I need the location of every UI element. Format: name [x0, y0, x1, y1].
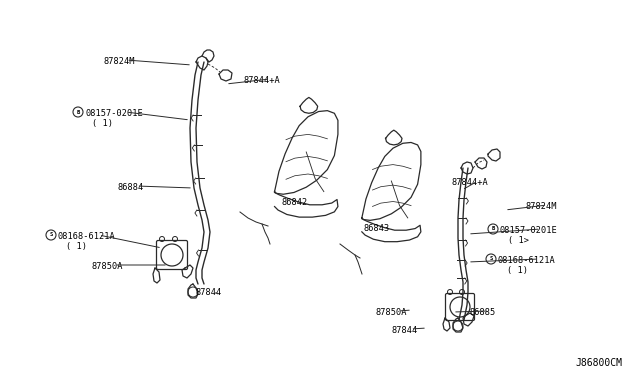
Text: B: B: [76, 109, 79, 115]
Text: 87844: 87844: [195, 288, 221, 297]
Text: 87844: 87844: [392, 326, 419, 335]
Text: 86885: 86885: [470, 308, 496, 317]
Text: S: S: [49, 232, 52, 237]
Text: ( 1>: ( 1>: [508, 236, 529, 245]
Text: 87850A: 87850A: [92, 262, 124, 271]
Text: 87844+A: 87844+A: [452, 178, 489, 187]
Text: 87824M: 87824M: [525, 202, 557, 211]
Text: 87850A: 87850A: [376, 308, 408, 317]
Text: 86884: 86884: [118, 183, 144, 192]
Text: 08157-0201E: 08157-0201E: [500, 226, 557, 235]
Text: B: B: [492, 227, 495, 231]
Text: 86843: 86843: [363, 224, 389, 233]
Text: ( 1): ( 1): [507, 266, 528, 275]
Text: 87844+A: 87844+A: [244, 76, 281, 85]
Text: ( 1): ( 1): [92, 119, 113, 128]
Text: 08168-6121A: 08168-6121A: [58, 232, 116, 241]
Text: ( 1): ( 1): [66, 242, 87, 251]
Text: 87824M: 87824M: [104, 57, 136, 66]
Text: 86842: 86842: [282, 198, 308, 207]
Text: 08168-6121A: 08168-6121A: [498, 256, 556, 265]
Text: J86800CM: J86800CM: [575, 358, 622, 368]
Text: 08157-0201E: 08157-0201E: [85, 109, 143, 118]
Text: S: S: [490, 257, 493, 262]
